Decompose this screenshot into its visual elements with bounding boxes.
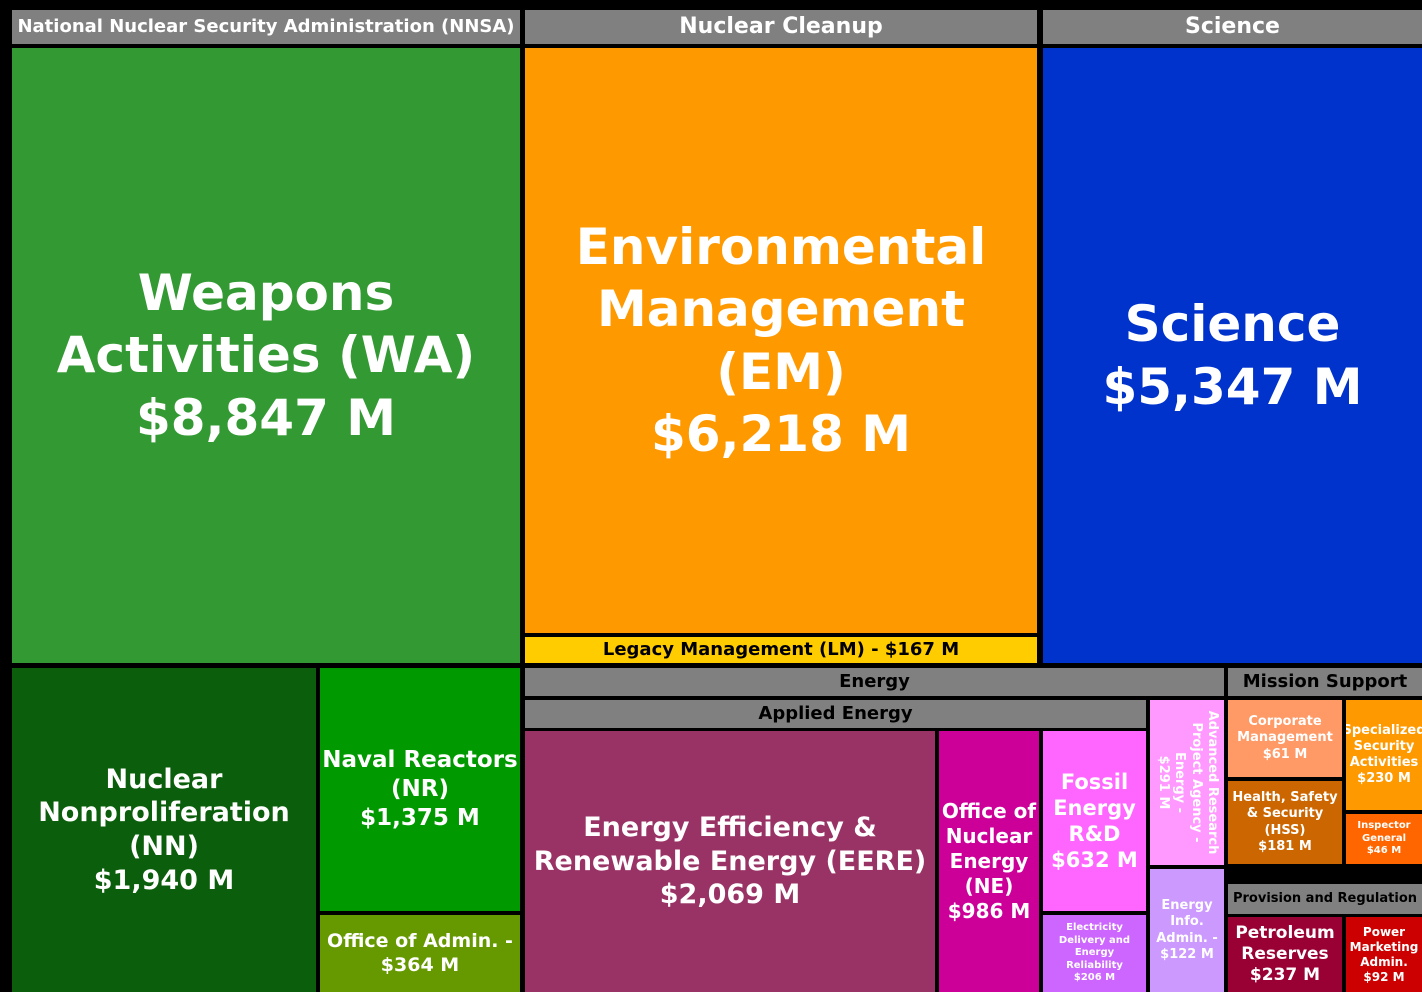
tile-label: Petroleum Reserves $237 M [1230,923,1340,987]
tile-value: $986 M [947,899,1031,923]
tile: Power Marketing Admin. $92 M [1346,917,1422,992]
group-header: Energy [525,668,1224,696]
group-header: National Nuclear Security Administration… [12,10,520,44]
tile-label: Specialized Security Activities $230 M [1346,723,1422,788]
tile-value: $122 M [1160,946,1214,962]
tile-name: Science [1124,295,1341,353]
tile-name: Nuclear Nonproliferation (NN) [38,763,290,863]
tile: Corporate Management $61 M [1228,700,1342,777]
tile-label: Electricity Delivery and Energy Reliabil… [1045,922,1144,985]
tile-value: $2,069 M [659,879,801,911]
tile-value: $46 M [1366,845,1402,857]
group-header: Applied Energy [525,700,1146,728]
tile-label: Energy Info. Admin. - $122 M [1152,898,1222,963]
tile-value: $237 M [1249,965,1321,986]
group-header: Provision and Regulation [1228,884,1422,914]
tile-name: Corporate Management [1237,714,1333,746]
tile-value: $167 M [884,638,960,660]
tile: Inspector General $46 M [1346,814,1422,864]
group-header: Mission Support [1228,668,1422,696]
tile: Science $5,347 M [1043,48,1422,663]
tile: Advanced Research Project Agency - Energ… [1150,700,1224,865]
tile-name: Legacy Management (LM) - [602,638,879,660]
tile-label: Energy Efficiency & Renewable Energy (EE… [527,811,933,912]
tile: Nuclear Nonproliferation (NN) $1,940 M [12,668,316,992]
tile: Electricity Delivery and Energy Reliabil… [1043,915,1146,992]
tile-value: $181 M [1258,838,1312,854]
tile-name: Advanced Research Project Agency - Energ… [1172,710,1220,855]
tile-name: Environmental Management (EM) [575,217,987,401]
tile-name: Energy Efficiency & Renewable Energy (EE… [533,811,927,877]
tile-name: Power Marketing Admin. [1349,924,1419,969]
tile-label: Science $5,347 M [1102,293,1362,418]
tile-name: Specialized Security Activities [1346,722,1422,771]
tile-label: Advanced Research Project Agency - Energ… [1155,703,1220,862]
tile-label: Nuclear Nonproliferation (NN) $1,940 M [14,763,314,898]
tile-value: $61 M [1262,746,1308,762]
tile-label: Inspector General $46 M [1348,820,1420,858]
tile: Energy Info. Admin. - $122 M [1150,869,1224,992]
tile-name: Fossil Energy R&D [1053,769,1136,847]
tile-name: Petroleum Reserves [1235,922,1335,964]
tile: Legacy Management (LM) - $167 M [525,637,1037,663]
tile-value: $1,940 M [93,864,235,896]
tile-value: $5,347 M [1102,357,1363,416]
tile: Energy Efficiency & Renewable Energy (EE… [525,731,935,992]
tile-value: $632 M [1051,848,1138,873]
tile-name: Weapons Activities (WA) [56,263,476,385]
tile-value: $230 M [1357,771,1411,787]
tile: Petroleum Reserves $237 M [1228,917,1342,992]
tile-value: $8,847 M [135,388,397,447]
tile-value: $291 M [1155,755,1171,810]
tile: Weapons Activities (WA) $8,847 M [12,48,520,663]
tile-value: $6,218 M [650,405,912,463]
tile-name: Inspector General [1357,820,1411,844]
tile: Naval Reactors (NR) $1,375 M [320,668,520,911]
tile-label: Health, Safety & Security (HSS) $181 M [1230,790,1340,855]
tile: Specialized Security Activities $230 M [1346,700,1422,810]
tile-label: Office of Nuclear Energy (NE) $986 M [941,799,1037,924]
tile-name: Health, Safety & Security (HSS) [1232,790,1338,838]
group-header: Science [1043,10,1422,44]
tile-label: Legacy Management (LM) - $167 M [603,639,959,662]
tile-name: Office of Nuclear Energy (NE) [941,799,1037,898]
tile: Fossil Energy R&D $632 M [1043,731,1146,911]
tile-label: Fossil Energy R&D $632 M [1045,769,1144,874]
tile-label: Corporate Management $61 M [1230,714,1340,763]
tile-label: Environmental Management (EM) $6,218 M [527,216,1035,466]
tile-name: Electricity Delivery and Energy Reliabil… [1058,922,1131,971]
tile-name: Office of Admin. - [327,929,513,952]
group-header: Nuclear Cleanup [525,10,1037,44]
tile: Health, Safety & Security (HSS) $181 M [1228,781,1342,864]
tile: Environmental Management (EM) $6,218 M [525,48,1037,633]
tile-name: Naval Reactors (NR) [322,747,518,803]
tile-value: $206 M [1073,972,1116,984]
tile: Office of Admin. - $364 M [320,915,520,992]
tile-label: Office of Admin. - $364 M [322,930,518,978]
tile: Office of Nuclear Energy (NE) $986 M [939,731,1039,992]
tile-label: Naval Reactors (NR) $1,375 M [322,746,518,832]
tile-value: $364 M [380,953,460,976]
tile-value: $1,375 M [360,804,480,831]
tile-name: Energy Info. Admin. - [1156,898,1218,946]
tile-label: Weapons Activities (WA) $8,847 M [14,262,518,450]
tile-value: $92 M [1363,969,1405,984]
tile-label: Power Marketing Admin. $92 M [1348,925,1420,985]
